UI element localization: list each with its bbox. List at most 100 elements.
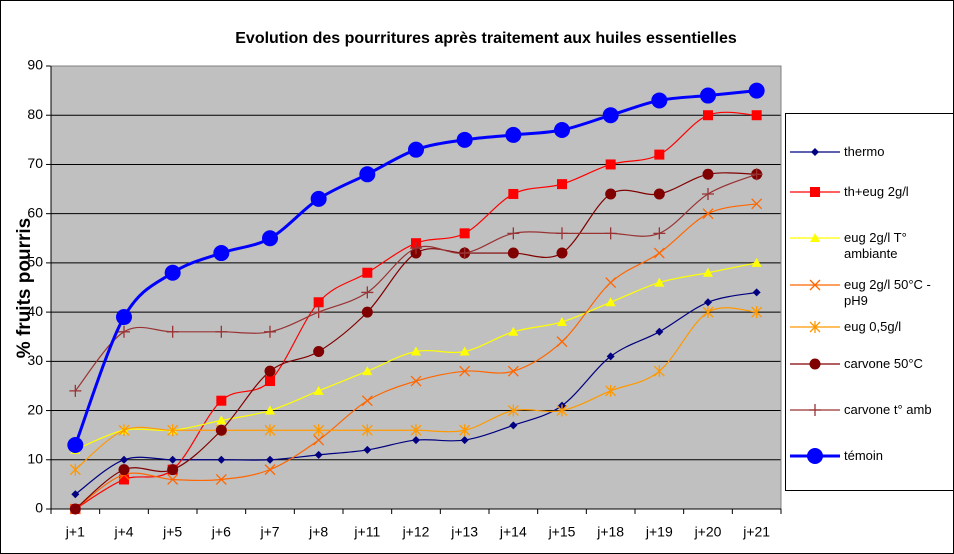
- marker: [310, 190, 327, 207]
- marker: [69, 384, 82, 397]
- marker: [605, 277, 617, 289]
- legend-swatch: [790, 187, 840, 197]
- marker: [810, 233, 820, 242]
- marker: [508, 188, 519, 199]
- y-tick-label: 10: [27, 450, 43, 466]
- marker: [702, 168, 714, 180]
- marker: [116, 309, 132, 326]
- legend-label: carvone 50°C: [844, 356, 923, 371]
- marker: [459, 228, 470, 239]
- marker: [216, 395, 227, 406]
- marker: [654, 149, 665, 160]
- y-tick-label: 20: [27, 401, 43, 417]
- marker: [411, 346, 421, 356]
- x-tick-label: j+19: [645, 524, 673, 540]
- marker: [314, 450, 323, 459]
- marker: [265, 376, 275, 387]
- marker: [313, 345, 325, 357]
- legend-swatch: [790, 404, 840, 416]
- y-tick-label: 80: [27, 106, 43, 122]
- marker: [605, 297, 616, 307]
- marker: [508, 326, 519, 336]
- marker: [264, 365, 276, 377]
- marker: [266, 455, 274, 464]
- marker: [118, 325, 130, 338]
- marker: [556, 404, 568, 417]
- y-tick-label: 60: [27, 204, 43, 220]
- marker: [556, 247, 568, 259]
- marker: [264, 424, 276, 437]
- marker: [216, 415, 227, 425]
- marker: [704, 298, 712, 307]
- marker: [651, 92, 668, 109]
- marker: [809, 279, 821, 291]
- marker: [602, 107, 619, 124]
- marker: [312, 306, 325, 319]
- marker: [361, 286, 374, 299]
- marker: [264, 325, 276, 338]
- marker: [313, 434, 325, 446]
- marker: [556, 336, 568, 348]
- marker: [120, 455, 128, 464]
- legend-swatch: [790, 358, 840, 370]
- marker: [264, 464, 276, 476]
- marker: [809, 404, 821, 416]
- marker: [460, 436, 469, 445]
- marker: [655, 327, 664, 336]
- marker: [807, 448, 823, 464]
- marker: [751, 306, 763, 319]
- marker: [456, 131, 473, 148]
- x-tick-label: j+15: [548, 524, 576, 540]
- marker: [167, 474, 179, 485]
- marker: [69, 503, 81, 515]
- marker: [653, 188, 665, 200]
- legend-swatch: [790, 233, 840, 242]
- marker: [751, 257, 762, 267]
- marker: [703, 267, 713, 277]
- y-tick-label: 30: [27, 352, 43, 368]
- marker: [811, 148, 819, 156]
- x-tick-label: j+13: [450, 524, 478, 540]
- marker: [653, 227, 666, 240]
- marker: [168, 455, 177, 464]
- marker: [217, 455, 226, 464]
- marker: [748, 82, 765, 99]
- marker: [507, 365, 519, 377]
- marker: [810, 187, 820, 197]
- marker: [653, 365, 665, 378]
- y-axis-label: % fruits pourris: [14, 218, 35, 358]
- legend-item: th+eug 2g/l: [786, 184, 953, 200]
- marker: [809, 321, 821, 333]
- legend-item: carvone t° amb: [786, 402, 953, 418]
- marker: [166, 325, 179, 338]
- marker: [751, 198, 763, 210]
- legend-label: eug 2g/l 50°C - pH9: [844, 277, 931, 308]
- legend-label: eug 2g/l T° ambiante: [844, 230, 907, 261]
- x-tick-label: j+5: [162, 524, 182, 540]
- legend-label: témoin: [844, 448, 884, 463]
- legend: thermo th+eug 2g/l eug 2g/l T° ambiante eug…: [785, 113, 953, 491]
- marker: [459, 424, 471, 437]
- legend-item: carvone 50°C: [786, 356, 953, 372]
- legend-item: eug 2g/l 50°C - pH9: [786, 277, 953, 309]
- marker: [167, 464, 179, 476]
- marker: [119, 474, 129, 485]
- marker: [507, 247, 519, 259]
- marker: [750, 168, 763, 181]
- legend-label: eug 0,5g/l: [844, 319, 902, 334]
- marker: [702, 208, 714, 220]
- marker: [361, 424, 373, 437]
- legend-swatch: [790, 279, 840, 291]
- marker: [556, 227, 568, 240]
- marker: [557, 316, 567, 326]
- marker: [71, 490, 80, 499]
- marker: [507, 227, 520, 240]
- marker: [118, 464, 130, 476]
- legend-item: témoin: [786, 448, 953, 464]
- x-tick-label: j+18: [596, 524, 624, 540]
- marker: [213, 245, 230, 262]
- marker: [653, 247, 665, 259]
- x-tick-label: j+8: [308, 524, 328, 540]
